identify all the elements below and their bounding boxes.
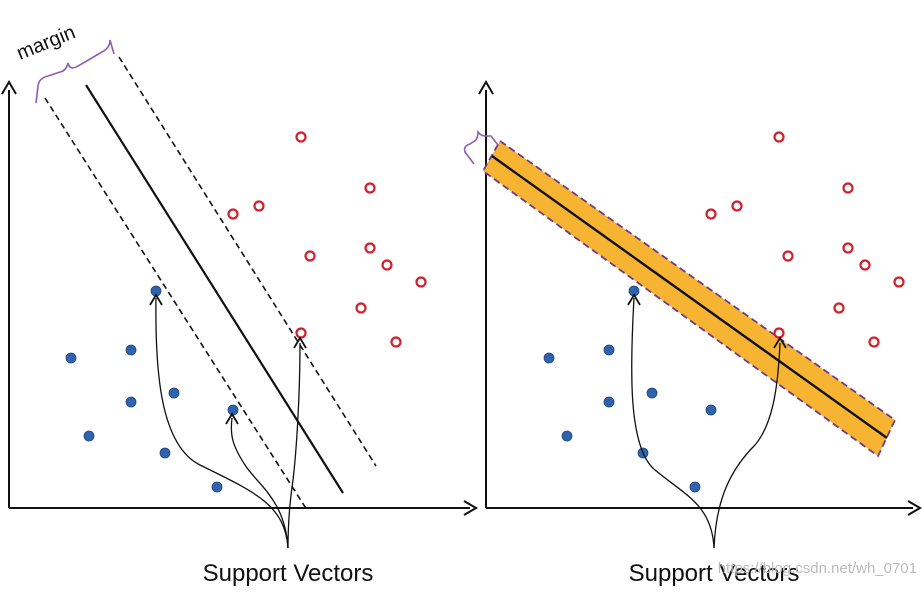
left-support-vectors-label: Support Vectors — [203, 560, 374, 587]
left-positive-points — [227, 131, 427, 348]
left-margin-brace — [35, 39, 115, 104]
negative-point — [705, 404, 717, 416]
negative-point — [561, 430, 573, 442]
right-margin-brace — [463, 129, 499, 165]
arrowhead-icon — [149, 293, 163, 306]
positive-point — [705, 208, 717, 220]
positive-point — [304, 250, 316, 262]
positive-point — [773, 327, 785, 339]
arrowhead-icon — [627, 293, 641, 306]
left-negative-points — [65, 285, 239, 493]
pointer-curve — [713, 342, 781, 549]
right-support-vectors-label: Support Vectors — [629, 560, 800, 587]
left-x-axis-arrowhead-icon — [463, 500, 478, 516]
right-negative-points — [543, 285, 717, 493]
negative-point — [543, 352, 555, 364]
pointer-curve — [155, 297, 289, 549]
right-panel: Support Vectors — [463, 80, 922, 587]
positive-point — [364, 182, 376, 194]
right-y-axis-arrowhead-icon — [478, 80, 494, 95]
right-decision-boundary — [491, 155, 888, 439]
positive-point — [415, 276, 427, 288]
arrowhead-icon — [293, 336, 307, 349]
arrowhead-icon — [225, 412, 239, 425]
positive-point — [868, 336, 880, 348]
negative-point — [65, 352, 77, 364]
negative-point — [159, 447, 171, 459]
positive-point — [782, 250, 794, 262]
pointer-curve — [631, 297, 715, 549]
negative-point — [646, 387, 658, 399]
negative-point — [125, 396, 137, 408]
watermark-text: https://blog.csdn.net/wh_0701 — [718, 560, 917, 577]
left-decision-boundary — [85, 84, 344, 494]
right-support-vector-pointers — [631, 297, 781, 549]
negative-point — [211, 481, 223, 493]
positive-point — [364, 242, 376, 254]
left-pointer-arrowheads — [149, 293, 307, 425]
positive-point — [842, 242, 854, 254]
positive-point — [773, 131, 785, 143]
positive-point — [253, 200, 265, 212]
left-margin-line-upper — [118, 56, 377, 467]
left-y-axis-arrowhead-icon — [1, 80, 17, 95]
positive-point — [227, 208, 239, 220]
right-positive-points — [705, 131, 905, 348]
arrowhead-icon — [773, 336, 787, 349]
left-margin-line-lower — [44, 97, 308, 511]
negative-point — [83, 430, 95, 442]
positive-point — [842, 182, 854, 194]
negative-point — [603, 344, 615, 356]
negative-point — [168, 387, 180, 399]
positive-point — [731, 200, 743, 212]
pointer-curve — [230, 417, 289, 549]
positive-point — [295, 131, 307, 143]
positive-point — [390, 336, 402, 348]
right-x-axis-arrowhead-icon — [907, 500, 922, 516]
left-panel: margin — [1, 21, 478, 587]
negative-point — [689, 481, 701, 493]
positive-point — [381, 259, 393, 271]
right-pointer-arrowheads — [627, 293, 787, 349]
margin-band — [481, 139, 897, 458]
positive-point — [295, 327, 307, 339]
margin-label: margin — [14, 21, 79, 64]
positive-point — [893, 276, 905, 288]
pointer-curve — [287, 342, 301, 549]
negative-point — [603, 396, 615, 408]
positive-point — [355, 302, 367, 314]
positive-point — [833, 302, 845, 314]
negative-point — [125, 344, 137, 356]
left-support-vector-pointers — [155, 297, 301, 549]
positive-point — [859, 259, 871, 271]
negative-point — [227, 404, 239, 416]
